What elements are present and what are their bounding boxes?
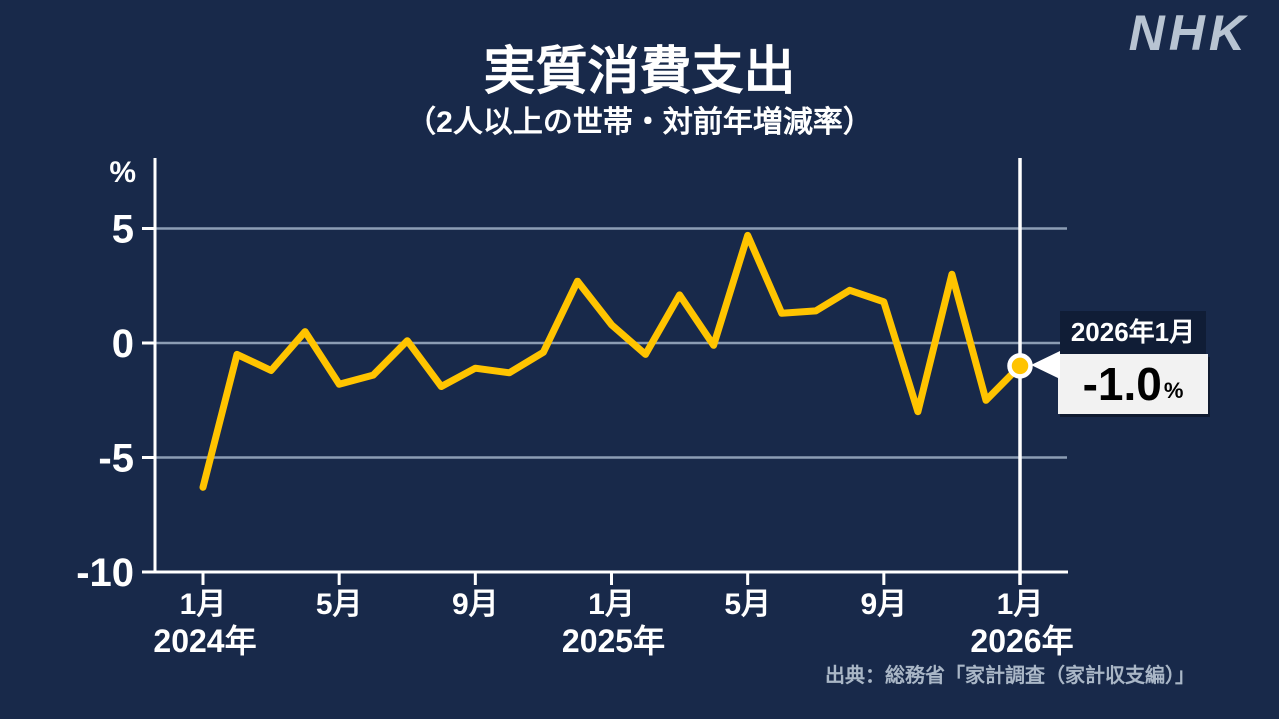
y-tick-label: 5 bbox=[112, 208, 134, 252]
series-line bbox=[199, 231, 1024, 491]
x-tick-label: 1月 bbox=[997, 588, 1044, 621]
callout-value-box: -1.0% bbox=[1058, 354, 1208, 414]
x-tick-label: 9月 bbox=[452, 588, 499, 621]
chart-title: 実質消費支出 bbox=[483, 43, 796, 101]
y-tick-label: 0 bbox=[112, 322, 134, 366]
x-tick-label: 1月 bbox=[588, 588, 635, 621]
y-tick-label: -5 bbox=[98, 437, 134, 481]
source-credit: 出典：総務省「家計調査（家計収支編）」 bbox=[825, 665, 1195, 687]
chart-header: 実質消費支出 （2人以上の世帯・対前年増減率） bbox=[0, 46, 1279, 138]
callout-value-unit: % bbox=[1163, 378, 1184, 403]
chart-subtitle: （2人以上の世帯・対前年増減率） bbox=[406, 106, 873, 139]
x-tick-label: 1月 bbox=[180, 588, 227, 621]
year-label: 2025年 bbox=[562, 623, 665, 659]
x-tick-label: 9月 bbox=[860, 588, 907, 621]
callout-date-label: 2026年1月 bbox=[1060, 311, 1206, 354]
y-tick-label: -10 bbox=[76, 551, 134, 595]
nhk-logo: NHK bbox=[1128, 5, 1249, 61]
callout-arrow-icon bbox=[1031, 351, 1060, 379]
y-axis-unit-label: % bbox=[109, 156, 136, 189]
x-tick-label: 5月 bbox=[316, 588, 363, 621]
callout-value-number: -1.0 bbox=[1082, 358, 1162, 410]
x-tick-label: 5月 bbox=[724, 588, 771, 621]
year-label: 2024年 bbox=[153, 623, 256, 659]
data-point-marker bbox=[1007, 353, 1033, 379]
year-label: 2026年 bbox=[970, 623, 1073, 659]
